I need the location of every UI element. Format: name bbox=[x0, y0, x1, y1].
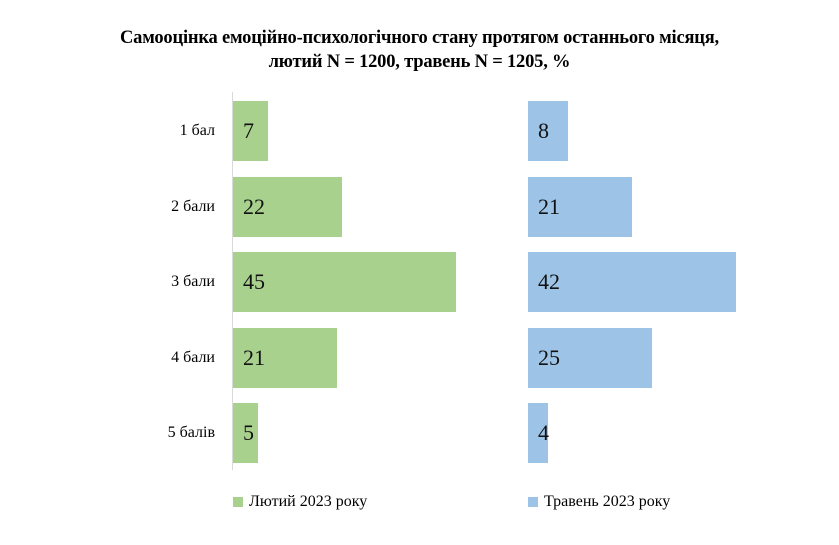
bar-value-label: 5 bbox=[243, 420, 254, 445]
bar-may: 25 bbox=[528, 328, 652, 388]
legend-swatch-green-icon bbox=[233, 497, 243, 507]
legend-item-may: Травень 2023 року bbox=[528, 493, 670, 511]
bar-value-label: 42 bbox=[538, 269, 560, 294]
bar-may: 8 bbox=[528, 101, 568, 161]
bar-feb: 21 bbox=[233, 328, 337, 388]
bar-feb: 5 bbox=[233, 403, 258, 463]
chart-title: Самооцінка емоційно-психологічного стану… bbox=[0, 26, 839, 74]
chart-title-line-2: лютий N = 1200, травень N = 1205, % bbox=[268, 52, 571, 72]
bar-value-label: 8 bbox=[538, 118, 549, 143]
bar-feb: 22 bbox=[233, 177, 342, 237]
bar-value-label: 21 bbox=[538, 194, 560, 219]
legend-swatch-blue-icon bbox=[528, 497, 538, 507]
chart-title-line-1: Самооцінка емоційно-психологічного стану… bbox=[120, 28, 719, 48]
bar-feb: 45 bbox=[233, 252, 456, 312]
bar-may: 4 bbox=[528, 403, 549, 463]
bar-value-label: 4 bbox=[538, 420, 549, 445]
legend-item-feb: Лютий 2023 року bbox=[233, 493, 367, 511]
bar-value-label: 45 bbox=[243, 269, 265, 294]
bar-feb: 7 bbox=[233, 101, 268, 161]
category-label: 2 бали bbox=[171, 198, 215, 215]
category-label: 4 бали bbox=[171, 349, 215, 366]
bar-may: 21 bbox=[528, 177, 632, 237]
bar-may: 42 bbox=[528, 252, 736, 312]
category-axis-line bbox=[232, 92, 233, 470]
bar-value-label: 7 bbox=[243, 118, 254, 143]
bar-value-label: 25 bbox=[538, 345, 560, 370]
category-label: 3 бали bbox=[171, 273, 215, 290]
bar-value-label: 21 bbox=[243, 345, 265, 370]
bar-value-label: 22 bbox=[243, 194, 265, 219]
category-label: 1 бал bbox=[179, 122, 215, 139]
legend-label-may: Травень 2023 року bbox=[544, 493, 671, 510]
legend-label-feb: Лютий 2023 року bbox=[249, 493, 368, 510]
category-label: 5 балів bbox=[167, 424, 215, 441]
